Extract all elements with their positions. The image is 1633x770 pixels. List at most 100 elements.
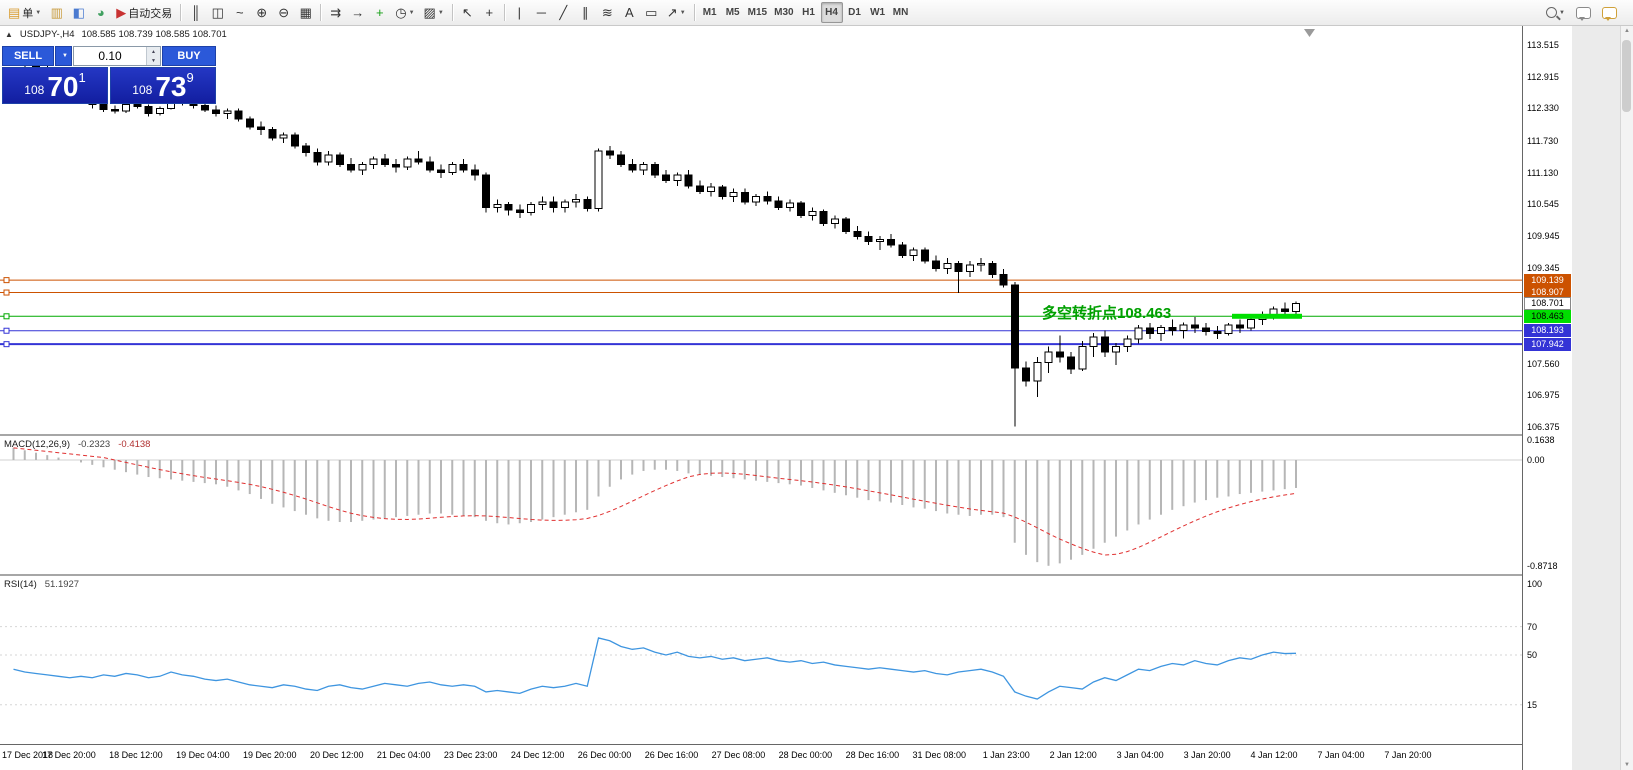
support-chat-button[interactable] <box>1598 2 1621 23</box>
timeframe-m5-button[interactable]: M5 <box>722 2 744 23</box>
tile-windows-icon: ▦ <box>299 5 312 20</box>
timeframe-w1-button[interactable]: W1 <box>867 2 889 23</box>
timeframe-d1-button[interactable]: D1 <box>844 2 866 23</box>
scroll-up-icon[interactable]: ▲ <box>1624 28 1630 34</box>
trendline-button[interactable]: ╱ <box>553 2 574 23</box>
sell-button[interactable]: SELL <box>2 46 54 66</box>
candle <box>752 196 760 203</box>
one-click-collapse-arrow[interactable]: ▲ <box>5 30 13 39</box>
community-chat-button[interactable] <box>1572 2 1595 23</box>
candle <box>155 107 164 115</box>
price-axis[interactable]: 113.515 112.915 112.330 111.730 111.130 110.5… <box>1522 26 1573 770</box>
time-label: 31 Dec 08:00 <box>912 750 967 760</box>
line-handle[interactable] <box>3 277 10 284</box>
line-chart-icon: ~ <box>235 5 244 20</box>
main-chart-panel: ▲ USDJPY-,H4 108.585 108.739 108.585 108… <box>0 26 1522 434</box>
channel-button[interactable]: ∥ <box>575 2 596 23</box>
volume-input[interactable] <box>74 47 146 65</box>
toolbar-right-group: ▼ <box>1542 2 1629 23</box>
arrows-button[interactable]: ↗ ▼ <box>663 2 690 23</box>
line-handle[interactable] <box>3 313 10 320</box>
volume-up-button[interactable]: ▲ <box>147 47 160 56</box>
main-chart-canvas[interactable] <box>0 26 1522 434</box>
horizontal-line-button[interactable]: ─ <box>531 2 552 23</box>
templates-button[interactable]: ▨ ▼ <box>420 2 448 23</box>
candle <box>1157 327 1165 335</box>
candle <box>1145 327 1154 335</box>
text-button[interactable]: A <box>619 2 640 23</box>
zoom-out-button[interactable]: ⊖ <box>273 2 294 23</box>
sell-dropdown-button[interactable]: ▼ <box>55 46 72 66</box>
scrollbar-thumb[interactable] <box>1622 40 1631 112</box>
volume-down-button[interactable]: ▼ <box>147 56 160 65</box>
candle <box>268 129 277 139</box>
time-label: 27 Dec 08:00 <box>711 750 766 760</box>
timeframe-h4-button[interactable]: H4 <box>820 2 843 23</box>
candle <box>605 150 614 156</box>
buy-price-panel[interactable]: 108 73 9 <box>110 67 216 104</box>
candle <box>1010 284 1019 369</box>
line-handle[interactable] <box>3 327 10 334</box>
buy-button[interactable]: BUY <box>162 46 216 66</box>
fibonacci-button[interactable]: ≋ <box>597 2 618 23</box>
line-chart-button[interactable]: ~ <box>229 2 250 23</box>
candle <box>302 145 310 154</box>
timeframe-m15-button[interactable]: M15 <box>745 2 770 23</box>
vertical-line-button[interactable]: | <box>509 2 530 23</box>
line-handle[interactable] <box>3 289 10 296</box>
buy-price-prefix: 108 <box>132 83 153 97</box>
chart-shift-marker[interactable] <box>1304 29 1315 37</box>
macd-canvas[interactable] <box>0 436 1522 574</box>
search-button[interactable]: ▼ <box>1542 2 1569 23</box>
time-axis[interactable]: 17 Dec 2018 17 Dec 20:00 18 Dec 12:00 19 De… <box>0 744 1522 770</box>
crosshair-button[interactable]: + <box>479 2 500 23</box>
chart-shift-button[interactable]: → <box>347 2 368 23</box>
sell-price-panel[interactable]: 108 70 1 <box>2 67 108 104</box>
chart-profiles-button[interactable]: ▥ <box>46 2 67 23</box>
bar-chart-button[interactable]: ║ <box>185 2 206 23</box>
candle <box>234 110 243 120</box>
candle <box>1089 336 1098 347</box>
rsi-line <box>13 637 1297 700</box>
panel-separator[interactable] <box>0 574 1522 576</box>
pivot-zone-segment[interactable] <box>1232 313 1302 319</box>
scroll-down-icon[interactable]: ▼ <box>1624 762 1630 768</box>
macd-signal-value: -0.4138 <box>118 439 151 450</box>
community-icon: ◕ <box>96 5 105 20</box>
indicators-button[interactable]: + <box>369 2 390 23</box>
autotrading-button[interactable]: ▶ 自动交易 <box>112 2 176 23</box>
cursor-button[interactable]: ↖ <box>457 2 478 23</box>
candle <box>560 201 569 208</box>
candle <box>99 104 108 110</box>
timeframe-m30-button[interactable]: M30 <box>771 2 796 23</box>
price-tick: 112.915 <box>1527 72 1559 83</box>
candle <box>110 108 119 112</box>
candle <box>1067 356 1075 370</box>
tile-windows-button[interactable]: ▦ <box>295 2 316 23</box>
panel-separator[interactable] <box>0 434 1522 436</box>
timeframe-mn-button[interactable]: MN <box>890 2 912 23</box>
rsi-canvas[interactable] <box>0 576 1522 744</box>
periods-button[interactable]: ◷ ▼ <box>391 2 418 23</box>
zoom-in-button[interactable]: ⊕ <box>251 2 272 23</box>
auto-scroll-button[interactable]: ⇉ <box>325 2 346 23</box>
timeframe-h1-button[interactable]: H1 <box>798 2 820 23</box>
vertical-scrollbar[interactable]: ▲ ▼ <box>1620 26 1633 770</box>
line-handle[interactable] <box>3 341 10 348</box>
community-button[interactable]: ◕ <box>90 2 111 23</box>
candle <box>482 174 490 208</box>
candle <box>212 109 220 115</box>
new-order-button[interactable]: ▤ 单 ▼ <box>4 2 45 23</box>
macd-axis-label: 0.1638 <box>1527 435 1555 446</box>
macd-signal-line <box>13 447 1297 556</box>
timeframe-m1-button[interactable]: M1 <box>699 2 721 23</box>
market-watch-button[interactable]: ◧ <box>68 2 89 23</box>
shapes-button[interactable]: ▭ <box>641 2 662 23</box>
candle <box>740 191 749 203</box>
time-label: 18 Dec 12:00 <box>109 750 163 760</box>
candle <box>763 196 772 202</box>
pivot-annotation-text[interactable]: 多空转折点108.463 <box>1042 305 1172 322</box>
candlestick-chart-button[interactable]: ◫ <box>207 2 228 23</box>
channel-icon: ∥ <box>582 5 589 20</box>
candle <box>515 209 524 214</box>
